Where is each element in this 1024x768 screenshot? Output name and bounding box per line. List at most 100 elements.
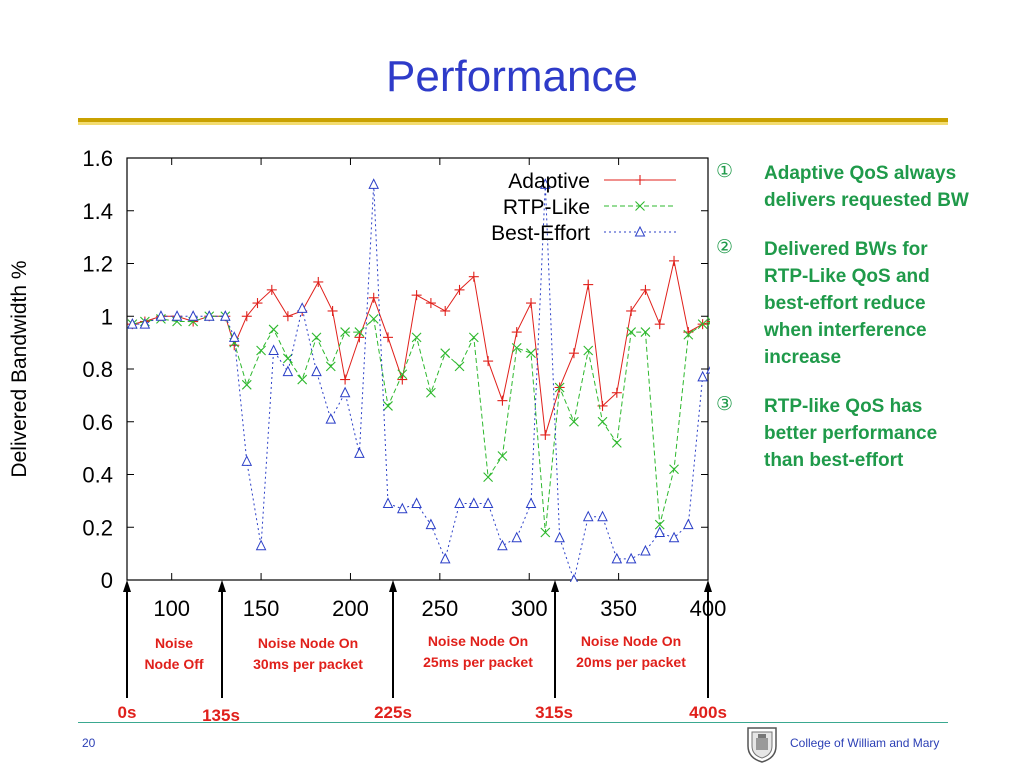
- marker-d2: [325, 361, 336, 372]
- marker-d2: [597, 416, 608, 427]
- data-point-triangle: [187, 310, 199, 321]
- marker-d2: [297, 374, 308, 385]
- marker-d2: [340, 327, 350, 337]
- data-point-cross: [611, 437, 622, 448]
- data-point-triangle: [425, 518, 437, 530]
- marker-d2: [397, 369, 408, 380]
- y-tick-label: 0.4: [82, 463, 113, 488]
- marker-d2: [635, 201, 645, 211]
- phase-label: Noise Node Off: [144, 635, 203, 672]
- y-axis-label: Delivered Bandwidth %: [8, 260, 31, 477]
- data-point-cross: [468, 332, 479, 343]
- data-point-cross: [297, 374, 308, 385]
- marker-d2: [706, 322, 710, 327]
- data-point-plus: [282, 311, 293, 322]
- phase-label-line: Node Off: [144, 656, 203, 672]
- data-point-cross: [440, 348, 451, 359]
- x-tick-label: 200: [332, 596, 369, 621]
- data-point-cross: [483, 472, 494, 483]
- marker-d2: [483, 472, 494, 483]
- phase-label: Noise Node On 20ms per packet: [576, 633, 686, 670]
- data-point-plus: [354, 332, 365, 343]
- data-point-triangle: [554, 531, 565, 543]
- data-point-triangle: [597, 510, 608, 522]
- data-point-cross: [497, 451, 508, 461]
- phase-label-line: Noise Node On: [581, 633, 681, 649]
- college-seal-icon: [747, 727, 777, 763]
- data-point-cross: [654, 519, 665, 530]
- data-point-cross: [697, 319, 708, 330]
- data-point-plus: [540, 429, 551, 440]
- marker-d2: [669, 464, 679, 475]
- time-marker-arrowhead: [551, 580, 559, 592]
- data-point-triangle: [396, 502, 408, 514]
- time-marker-arrowhead: [704, 580, 712, 592]
- time-marker-label: 0s: [118, 703, 137, 722]
- data-point-plus: [454, 284, 465, 295]
- phase-label-line: 25ms per packet: [423, 654, 533, 670]
- data-point-triangle: [311, 365, 322, 377]
- data-point-plus: [252, 298, 263, 309]
- marker-d2: [540, 527, 551, 538]
- phase-label-line: 20ms per packet: [576, 654, 686, 670]
- data-point-triangle: [268, 344, 279, 356]
- data-point-plus: [511, 327, 522, 338]
- time-marker-label: 225s: [374, 703, 412, 722]
- marker-d2: [283, 353, 293, 364]
- time-marker-label: 135s: [202, 706, 240, 725]
- time-marker-arrowhead: [123, 580, 131, 592]
- data-point-triangle: [634, 225, 646, 237]
- time-marker-label: 400s: [689, 703, 727, 722]
- x-tick-label: 300: [511, 596, 548, 621]
- time-marker-arrowhead: [389, 580, 397, 592]
- data-point-triangle: [654, 526, 666, 538]
- data-point-cross: [597, 416, 608, 427]
- bullet-marker: ①: [716, 161, 734, 182]
- marker-d2: [311, 332, 322, 343]
- marker-d2: [526, 348, 536, 359]
- data-point-triangle: [127, 318, 138, 329]
- data-point-triangle: [569, 573, 578, 582]
- y-tick-label: 1.6: [82, 146, 113, 171]
- page-number: 20: [82, 736, 96, 750]
- series-line-rtp-like: [132, 315, 710, 533]
- plot-area: [127, 178, 710, 582]
- data-point-cross: [426, 387, 436, 398]
- bullet-text: RTP-like QoS has better performance than…: [764, 396, 938, 471]
- data-point-plus: [640, 284, 651, 295]
- data-point-cross: [283, 353, 293, 364]
- data-point-plus: [266, 284, 277, 295]
- data-point-plus: [497, 395, 508, 406]
- time-marker-label: 315s: [535, 703, 573, 722]
- data-point-triangle: [368, 178, 380, 189]
- data-point-plus: [669, 255, 680, 266]
- data-point-plus: [368, 292, 379, 303]
- data-point-plus: [468, 271, 479, 282]
- data-point-cross: [583, 345, 594, 356]
- data-point-triangle: [296, 302, 308, 313]
- data-point-triangle: [582, 510, 594, 522]
- data-point-plus: [611, 387, 622, 398]
- data-point-triangle: [540, 178, 551, 189]
- marker-d2: [426, 387, 436, 398]
- marker-d2: [626, 327, 637, 337]
- footer-divider: [78, 722, 948, 723]
- data-point-cross: [511, 343, 522, 353]
- data-point-cross: [368, 313, 379, 324]
- y-tick-label: 1.4: [82, 199, 113, 224]
- data-point-plus: [440, 305, 451, 316]
- data-point-cross: [397, 369, 408, 380]
- marker-d2: [268, 324, 279, 335]
- data-point-cross: [626, 327, 637, 337]
- data-point-triangle: [203, 310, 215, 321]
- marker-d2: [654, 519, 665, 530]
- data-point-cross: [383, 401, 393, 411]
- data-point-triangle: [382, 497, 394, 509]
- data-point-triangle: [683, 518, 694, 530]
- marker-d2: [383, 401, 393, 411]
- x-tick-label: 150: [243, 596, 280, 621]
- time-marker-arrowhead: [218, 580, 226, 592]
- bullet-text: Delivered BWs for RTP-Like QoS and best-…: [764, 239, 930, 368]
- marker-d2: [640, 327, 651, 337]
